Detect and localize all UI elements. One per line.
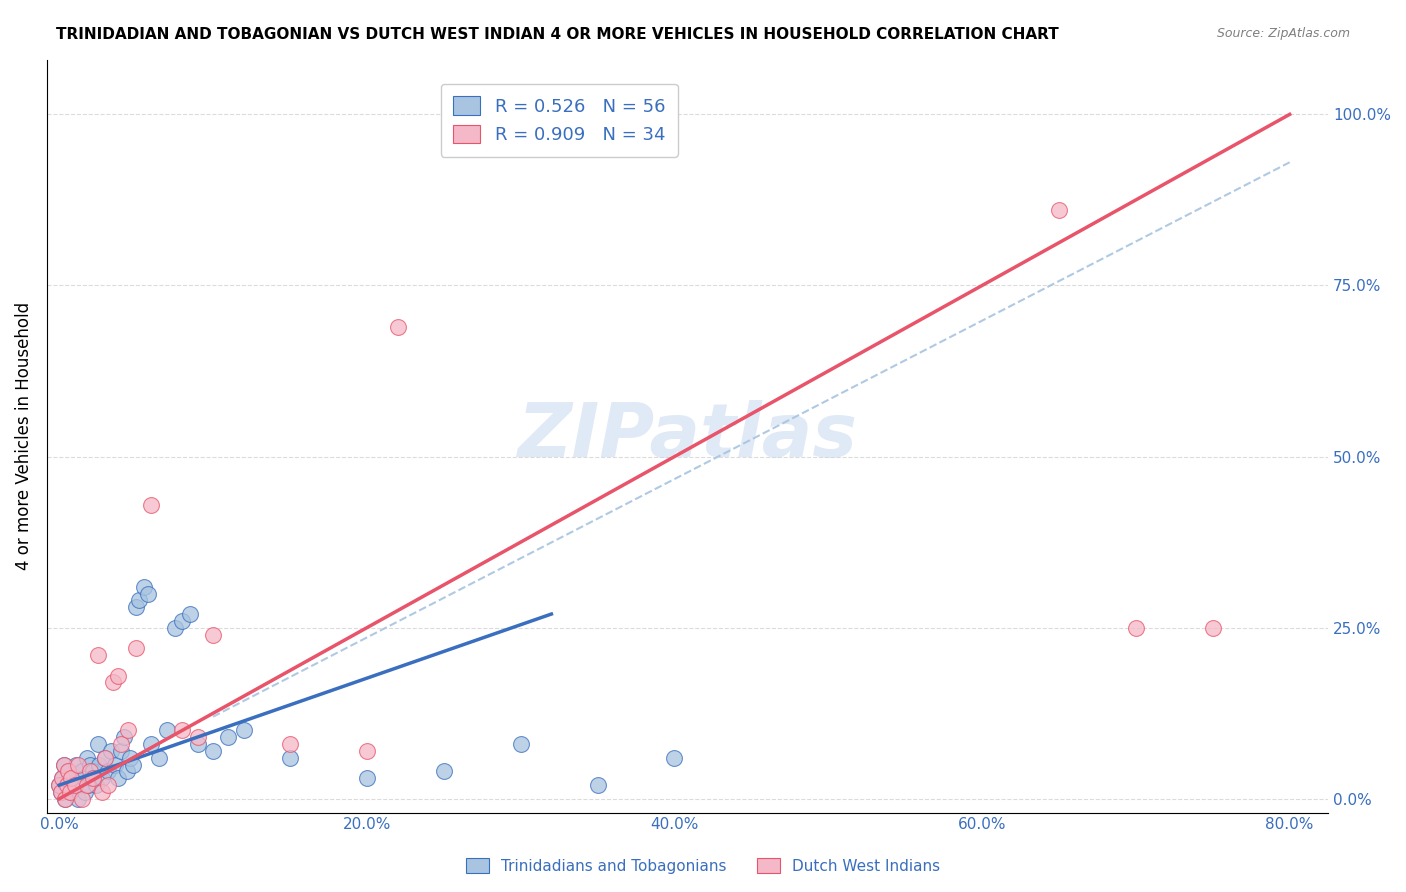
Point xyxy=(179,607,201,621)
Point xyxy=(76,751,98,765)
Point xyxy=(82,764,104,779)
Point xyxy=(1125,621,1147,635)
Point xyxy=(51,772,73,786)
Point xyxy=(356,744,378,758)
Point xyxy=(51,772,73,786)
Legend: R = 0.526   N = 56, R = 0.909   N = 34: R = 0.526 N = 56, R = 0.909 N = 34 xyxy=(440,84,678,157)
Point xyxy=(115,764,138,779)
Point xyxy=(62,781,84,796)
Point xyxy=(94,751,117,765)
Point xyxy=(80,772,103,786)
Text: ZIPatlas: ZIPatlas xyxy=(517,400,858,473)
Point xyxy=(118,751,141,765)
Point xyxy=(52,757,75,772)
Point xyxy=(75,785,97,799)
Point xyxy=(65,757,87,772)
Point xyxy=(86,737,108,751)
Point xyxy=(76,778,98,792)
Text: TRINIDADIAN AND TOBAGONIAN VS DUTCH WEST INDIAN 4 OR MORE VEHICLES IN HOUSEHOLD : TRINIDADIAN AND TOBAGONIAN VS DUTCH WEST… xyxy=(56,27,1059,42)
Text: Source: ZipAtlas.com: Source: ZipAtlas.com xyxy=(1216,27,1350,40)
Point xyxy=(201,744,224,758)
Point xyxy=(232,723,254,738)
Point xyxy=(356,772,378,786)
Point xyxy=(387,319,409,334)
Point xyxy=(187,731,209,745)
Point xyxy=(509,737,531,751)
Point xyxy=(66,792,89,806)
Point xyxy=(1047,203,1070,218)
Point xyxy=(77,778,100,792)
Point xyxy=(52,757,75,772)
Point xyxy=(97,764,120,779)
Point xyxy=(60,772,83,786)
Point xyxy=(72,764,94,779)
Point xyxy=(58,764,80,779)
Point xyxy=(128,593,150,607)
Point xyxy=(73,772,96,786)
Point xyxy=(48,778,70,792)
Point xyxy=(112,731,135,745)
Point xyxy=(63,778,86,792)
Point xyxy=(141,498,163,512)
Point xyxy=(117,723,139,738)
Point xyxy=(53,792,76,806)
Point xyxy=(278,751,301,765)
Point xyxy=(101,675,124,690)
Y-axis label: 4 or more Vehicles in Household: 4 or more Vehicles in Household xyxy=(15,302,32,570)
Point xyxy=(84,778,107,792)
Point xyxy=(58,764,80,779)
Point xyxy=(56,778,79,792)
Point xyxy=(201,627,224,641)
Point xyxy=(278,737,301,751)
Point xyxy=(433,764,456,779)
Point xyxy=(148,751,170,765)
Point xyxy=(56,778,79,792)
Point xyxy=(217,731,239,745)
Point xyxy=(107,668,129,682)
Point xyxy=(132,580,155,594)
Point xyxy=(60,772,83,786)
Point xyxy=(79,764,101,779)
Point xyxy=(172,723,194,738)
Point xyxy=(110,744,132,758)
Point xyxy=(586,778,609,792)
Point xyxy=(63,778,86,792)
Point xyxy=(66,757,89,772)
Point xyxy=(72,792,94,806)
Point xyxy=(110,737,132,751)
Point xyxy=(125,600,148,615)
Point xyxy=(172,614,194,628)
Point xyxy=(89,757,111,772)
Point xyxy=(67,778,90,792)
Point xyxy=(49,785,72,799)
Point xyxy=(122,757,145,772)
Point xyxy=(48,778,70,792)
Point xyxy=(97,778,120,792)
Point xyxy=(1202,621,1225,635)
Point xyxy=(59,785,82,799)
Point xyxy=(664,751,686,765)
Point xyxy=(53,792,76,806)
Point xyxy=(163,621,186,635)
Point xyxy=(94,751,117,765)
Point xyxy=(91,785,114,799)
Point xyxy=(141,737,163,751)
Point xyxy=(156,723,179,738)
Point xyxy=(125,641,148,656)
Legend: Trinidadians and Tobagonians, Dutch West Indians: Trinidadians and Tobagonians, Dutch West… xyxy=(460,852,946,880)
Point xyxy=(91,772,114,786)
Point xyxy=(107,772,129,786)
Point xyxy=(86,648,108,662)
Point xyxy=(103,757,125,772)
Point xyxy=(82,772,104,786)
Point xyxy=(59,785,82,799)
Point xyxy=(79,757,101,772)
Point xyxy=(49,785,72,799)
Point xyxy=(187,737,209,751)
Point xyxy=(100,744,122,758)
Point xyxy=(138,586,160,600)
